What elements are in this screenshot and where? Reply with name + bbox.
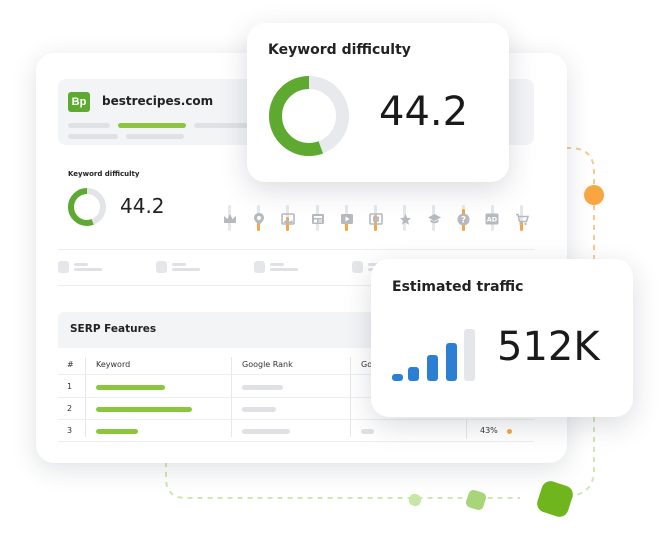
svg-text:?: ? <box>460 215 465 225</box>
keyword-difficulty-card-value: 44.2 <box>379 89 469 135</box>
site-name[interactable]: bestrecipes.com <box>102 94 214 108</box>
placeholder-line <box>126 134 184 139</box>
table-row-number: 2 <box>67 404 73 413</box>
status-dot <box>507 429 512 434</box>
keyword-placeholder[interactable] <box>96 385 165 390</box>
cart-icon[interactable] <box>514 211 530 227</box>
keyword-placeholder[interactable] <box>96 407 192 412</box>
col-header-partial[interactable]: Go <box>361 360 373 369</box>
col-header-num: # <box>67 360 74 369</box>
metric-placeholder <box>58 261 118 273</box>
keyword-difficulty-label: Keyword difficulty <box>68 170 140 178</box>
signal-bar <box>427 355 438 381</box>
keyword-difficulty-card-title: Keyword difficulty <box>268 42 411 58</box>
placeholder-line <box>361 429 374 434</box>
traffic-signal-bars <box>392 323 482 381</box>
crown-icon[interactable] <box>222 211 238 227</box>
green-decoration <box>407 492 423 508</box>
placeholder-line-accent <box>118 123 186 128</box>
table-row-number: 3 <box>67 426 73 435</box>
feature-level-bar <box>344 218 348 231</box>
placeholder-line <box>68 134 118 139</box>
rank-placeholder <box>242 407 276 412</box>
news-icon[interactable] <box>310 211 326 227</box>
keyword-difficulty-card-donut <box>269 76 349 156</box>
keyword-difficulty-card: Keyword difficulty 44.2 <box>247 23 509 182</box>
question-icon[interactable]: ? <box>455 211 471 227</box>
star-icon[interactable] <box>397 211 413 227</box>
signal-bar <box>446 343 457 381</box>
map-pin-icon[interactable] <box>251 211 267 227</box>
site-logo: Bp <box>68 92 90 112</box>
percentage-value: 43% <box>480 426 498 435</box>
svg-text:AD: AD <box>487 216 498 224</box>
placeholder-line <box>194 123 248 128</box>
keyword-difficulty-value: 44.2 <box>120 194 165 218</box>
col-header-keyword[interactable]: Keyword <box>96 360 131 369</box>
metric-placeholder <box>254 261 314 273</box>
rank-placeholder <box>242 429 290 434</box>
feature-level-track <box>520 205 523 231</box>
placeholder-line <box>68 123 110 128</box>
feature-level-bar <box>520 221 523 231</box>
green-decoration <box>534 478 576 520</box>
image-icon[interactable] <box>280 211 296 227</box>
keyword-placeholder[interactable] <box>96 429 138 434</box>
signal-bar <box>392 374 403 381</box>
signal-bar <box>408 367 419 381</box>
estimated-traffic-card-value: 512K <box>497 324 600 370</box>
divider <box>58 285 535 286</box>
rank-placeholder <box>242 385 283 390</box>
divider <box>58 249 535 250</box>
serp-feature-icons: ? AD <box>222 211 542 227</box>
ad-icon[interactable]: AD <box>484 211 500 227</box>
table-row-number: 1 <box>67 382 73 391</box>
keyword-difficulty-donut <box>68 188 106 226</box>
orange-dot <box>584 185 604 205</box>
estimated-traffic-card: Estimated traffic 512K <box>371 259 633 417</box>
feature-level-bar <box>374 215 377 231</box>
graduation-icon[interactable] <box>426 211 442 227</box>
green-decoration <box>464 488 488 512</box>
video-icon[interactable] <box>339 211 355 227</box>
metric-placeholder <box>156 261 216 273</box>
signal-bar <box>464 329 475 381</box>
serp-features-title: SERP Features <box>70 323 157 335</box>
col-header-google-rank[interactable]: Google Rank <box>242 360 293 369</box>
estimated-traffic-card-title: Estimated traffic <box>392 279 524 295</box>
carousel-icon[interactable] <box>368 211 384 227</box>
